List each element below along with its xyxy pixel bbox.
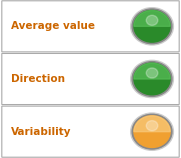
Circle shape [134,63,170,95]
Circle shape [131,113,173,150]
Text: Average value: Average value [11,21,95,31]
Circle shape [134,11,170,42]
Wedge shape [134,11,170,26]
Circle shape [146,15,158,25]
FancyBboxPatch shape [2,1,179,52]
Circle shape [132,62,172,96]
Circle shape [146,121,158,131]
Wedge shape [134,116,170,132]
Circle shape [134,116,170,147]
Wedge shape [134,63,170,79]
Circle shape [132,9,172,44]
Circle shape [146,68,158,78]
Text: Direction: Direction [11,74,65,84]
FancyBboxPatch shape [2,106,179,157]
Circle shape [131,60,173,98]
Circle shape [131,8,173,45]
Text: Variability: Variability [11,127,71,137]
FancyBboxPatch shape [2,53,179,105]
Circle shape [132,114,172,149]
